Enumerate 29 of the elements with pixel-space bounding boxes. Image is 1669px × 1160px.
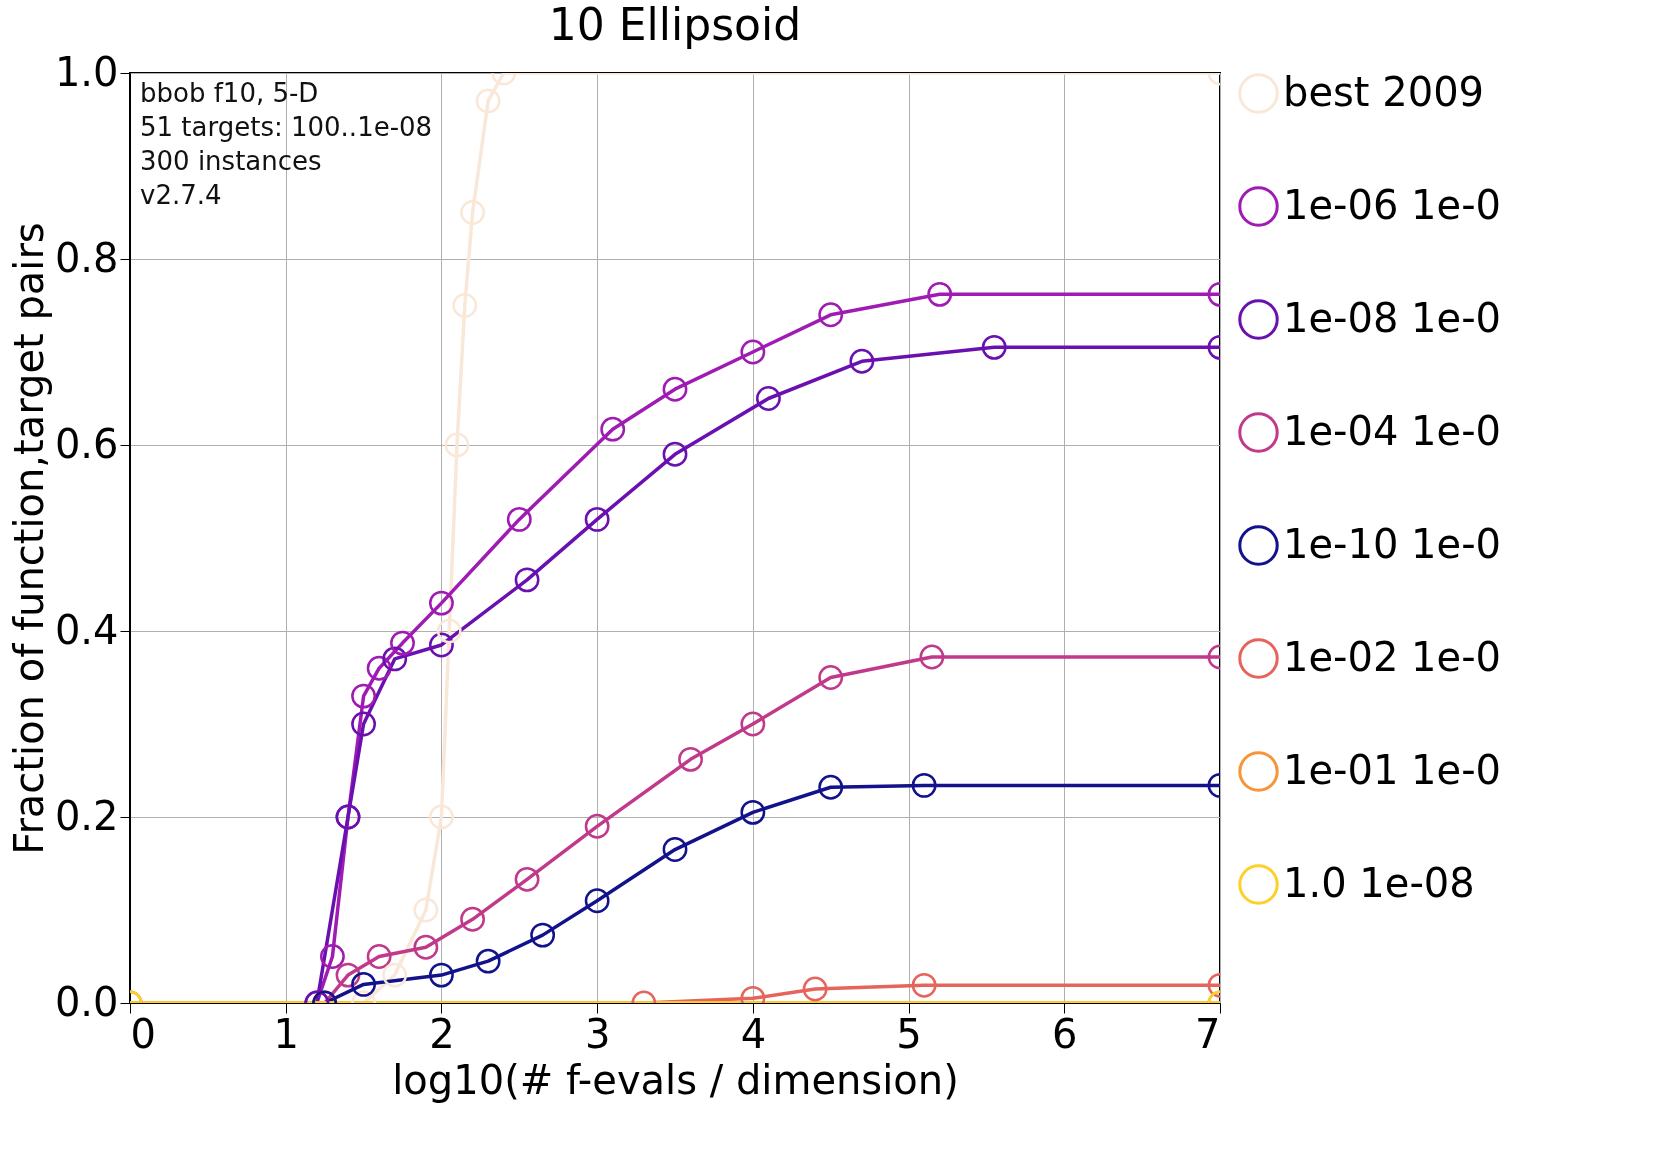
y-tick-label: 0.4 — [54, 606, 119, 653]
y-tick-label: 0.0 — [54, 978, 119, 1025]
y-tick-label: 0.8 — [54, 234, 119, 281]
x-tick-label: 0 — [130, 1010, 156, 1057]
x-tick-label: 3 — [584, 1010, 611, 1057]
x-tick-label: 2 — [429, 1010, 455, 1057]
y-tick-label: 1.0 — [54, 48, 119, 95]
x-tick-label: 4 — [740, 1010, 767, 1057]
legend-label: 1e-06 1e-0 — [1283, 181, 1502, 228]
legend-label: 1e-01 1e-0 — [1283, 746, 1502, 793]
chart-title: 10 Ellipsoid — [548, 0, 802, 50]
x-tick-label: 6 — [1052, 1010, 1078, 1057]
y-axis-title: Fraction of function,target pairs — [5, 222, 52, 855]
y-tick-label: 0.2 — [54, 792, 119, 839]
annotation: 300 instances — [140, 146, 322, 176]
x-tick-label: 5 — [896, 1010, 922, 1057]
legend-label: best 2009 — [1283, 68, 1485, 115]
x-tick-label: 7 — [1195, 1010, 1221, 1057]
legend-label: 1.0 1e-08 — [1283, 859, 1475, 906]
annotation: 51 targets: 100..1e-08 — [140, 112, 433, 142]
legend-label: 1e-04 1e-0 — [1283, 407, 1502, 454]
y-tick-label: 0.6 — [54, 420, 119, 467]
x-axis-title: log10(# f-evals / dimension) — [392, 1056, 959, 1103]
legend-label: 1e-10 1e-0 — [1283, 520, 1502, 567]
legend-label: 1e-08 1e-0 — [1283, 294, 1502, 341]
annotation: bbob f10, 5-D — [140, 78, 319, 108]
annotation: v2.7.4 — [140, 180, 222, 210]
x-tick-label: 1 — [273, 1010, 299, 1057]
legend-label: 1e-02 1e-0 — [1283, 633, 1502, 680]
